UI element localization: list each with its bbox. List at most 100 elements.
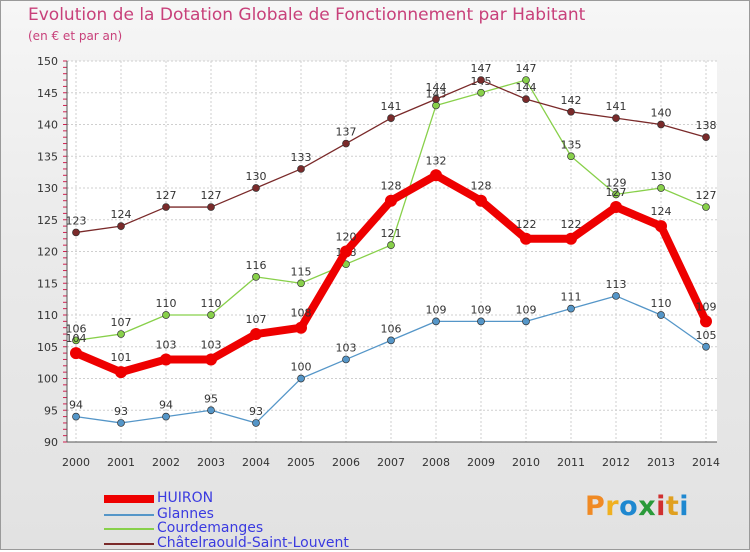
x-tick-label: 2010 [512,456,540,469]
data-label: 127 [201,189,222,202]
data-label: 124 [651,205,672,218]
data-point [342,139,350,148]
data-label: 120 [336,231,357,244]
data-label: 105 [696,329,717,342]
line-chart: 90 95 100 105 110 115 120 125 130 135 140 145 150 200… [37,55,720,469]
data-point [657,120,665,129]
data-point [162,203,170,211]
data-label: 110 [201,297,222,310]
logo-letter: P [585,491,606,522]
y-tick-label: 110 [37,309,58,322]
data-point [432,317,440,326]
data-label: 100 [291,361,312,374]
y-tick-label: 150 [37,55,58,68]
data-label: 104 [66,332,87,345]
data-label: 121 [381,227,402,240]
data-label: 141 [606,100,627,113]
data-label: 129 [606,176,627,189]
data-label: 127 [606,186,627,199]
y-tick-label: 120 [37,246,58,259]
data-label: 109 [696,300,717,313]
data-label: 130 [246,170,267,183]
data-label: 107 [246,313,267,326]
x-tick-label: 2007 [377,456,405,469]
data-point [700,315,712,328]
data-point [610,201,622,214]
data-point [477,317,485,326]
data-label: 111 [561,291,582,304]
data-point [475,194,487,207]
y-tick-label: 130 [37,182,58,195]
data-label: 94 [69,399,83,412]
data-point [520,232,532,245]
data-label: 122 [561,218,582,231]
data-point [522,76,530,84]
data-point [297,374,305,383]
data-point [117,419,125,427]
data-point [522,317,530,326]
data-point [117,330,125,338]
data-label: 107 [111,316,132,329]
data-label: 116 [246,259,267,272]
data-label: 147 [516,62,537,75]
data-point [655,220,667,233]
y-tick-label: 90 [44,436,58,449]
data-label: 138 [696,119,717,132]
data-point [385,194,397,207]
chart-subtitle: (en € et par an) [28,29,123,43]
logo-letter: i [656,491,666,522]
data-point [252,419,260,427]
legend-swatch [104,514,154,516]
data-point [295,321,307,334]
x-tick-label: 2003 [197,456,225,469]
data-point [250,328,262,341]
data-label: 133 [291,151,312,164]
data-point [702,133,710,142]
data-point [115,366,127,379]
data-point [477,88,485,97]
data-point [342,355,350,364]
y-tick-label: 145 [37,87,58,100]
data-label: 110 [651,297,672,310]
data-label: 147 [471,62,492,75]
data-label: 106 [66,322,87,335]
data-point [70,347,82,360]
y-tick-label: 100 [37,373,58,386]
y-tick-label: 135 [37,150,58,163]
data-label: 101 [111,351,132,364]
data-label: 109 [471,303,492,316]
x-tick-label: 2009 [467,456,495,469]
x-tick-label: 2012 [602,456,630,469]
legend-label: Courdemanges [157,520,264,536]
legend-label: Glannes [157,506,214,522]
data-label: 103 [201,338,222,351]
y-tick-label: 105 [37,341,58,354]
data-label: 122 [516,218,537,231]
y-tick-label: 95 [44,404,58,417]
data-point [430,169,442,182]
data-point [612,114,620,123]
x-tick-label: 2008 [422,456,450,469]
x-tick-label: 2004 [242,456,270,469]
data-label: 128 [471,180,492,193]
logo-letter: r [605,491,620,522]
data-point [252,273,260,281]
data-label: 95 [204,392,218,405]
data-label: 108 [291,307,312,320]
data-label: 123 [66,214,87,227]
data-label: 103 [156,338,177,351]
data-point [387,114,395,123]
logo-letter: i [679,491,690,522]
data-point [162,412,170,421]
legend-swatch [104,495,154,503]
data-point [567,107,575,116]
data-point [205,353,217,366]
data-label: 127 [156,189,177,202]
data-label: 132 [426,154,447,167]
data-point [477,76,485,84]
logo-letter: x [638,491,657,522]
data-point [657,184,665,192]
data-point [702,203,710,211]
chart-title: Evolution de la Dotation Globale de Fonc… [28,5,586,25]
